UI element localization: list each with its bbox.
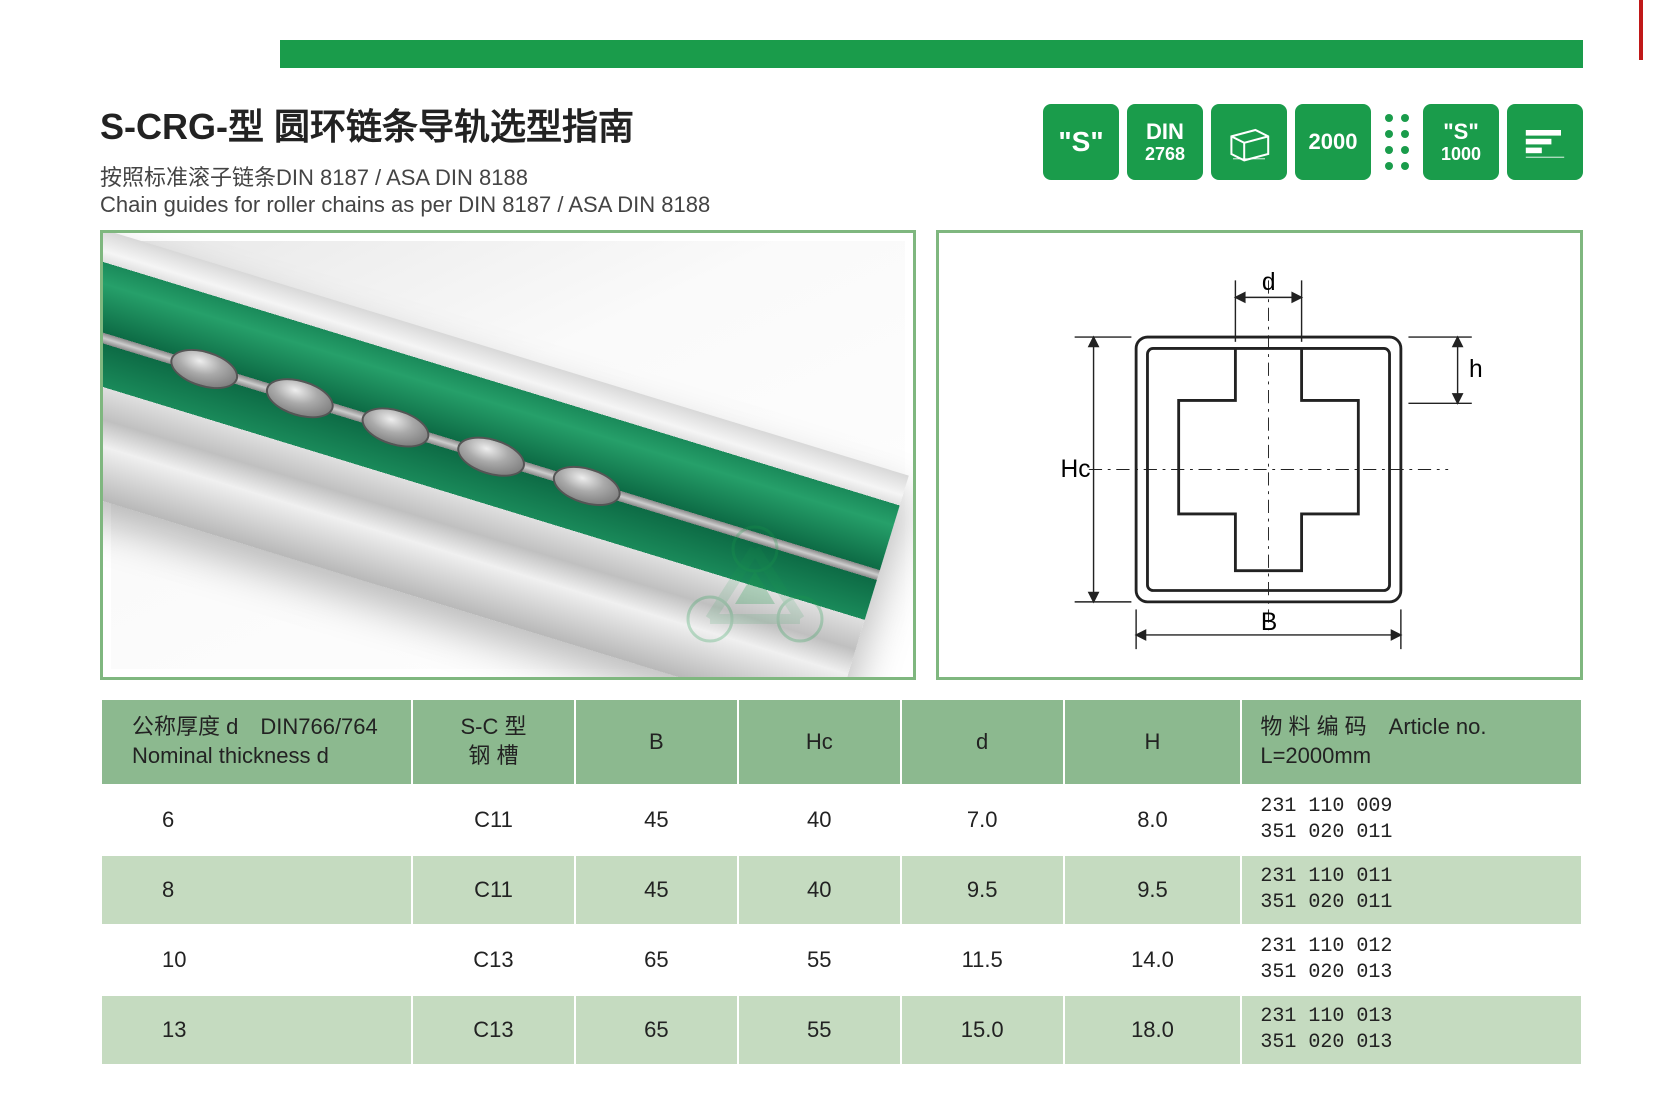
dim-b: B (1261, 609, 1277, 636)
table-row: 13C13655515.018.0231 110 013351 020 013 (101, 995, 1582, 1065)
badge-din: DIN2768 (1127, 104, 1203, 180)
title-block: S-CRG-型 圆环链条导轨选型指南 按照标准滚子链条DIN 8187 / AS… (100, 98, 1043, 218)
product-photo-box (100, 230, 916, 680)
badge-separator-dots (1385, 114, 1409, 170)
cell: 18.0 (1064, 995, 1242, 1065)
table-row: 8C1145409.59.5231 110 011351 020 011 (101, 855, 1582, 925)
cell: 40 (738, 855, 901, 925)
col-header-5: H (1064, 699, 1242, 785)
cell: C11 (412, 785, 575, 855)
cross-section-box: d h Hc B (936, 230, 1583, 680)
col-header-4: d (901, 699, 1064, 785)
cell: 65 (575, 995, 738, 1065)
col-header-1: S-C 型钢 槽 (412, 699, 575, 785)
side-marker (1639, 0, 1643, 60)
col-header-3: Hc (738, 699, 901, 785)
cell: 8 (101, 855, 412, 925)
dim-d: d (1262, 269, 1276, 296)
cell: 14.0 (1064, 925, 1242, 995)
table-row: 10C13655511.514.0231 110 012351 020 013 (101, 925, 1582, 995)
badge-s: "S" (1043, 104, 1119, 180)
figure-row: d h Hc B (100, 230, 1583, 680)
subtitle-cn: 按照标准滚子链条DIN 8187 / ASA DIN 8188 (100, 160, 1043, 192)
cell: 55 (738, 925, 901, 995)
cell: 231 110 011351 020 011 (1241, 855, 1582, 925)
cell: 231 110 009351 020 011 (1241, 785, 1582, 855)
cell: 45 (575, 785, 738, 855)
spec-table: 公称厚度 d DIN766/764Nominal thickness dS-C … (100, 698, 1583, 1066)
badge-strip: "S"DIN2768 2000 "S"1000 (1043, 98, 1583, 180)
cell: 6 (101, 785, 412, 855)
col-header-2: B (575, 699, 738, 785)
watermark (665, 514, 845, 659)
table-row: 6C1145407.08.0231 110 009351 020 011 (101, 785, 1582, 855)
cell: C11 (412, 855, 575, 925)
cross-section-diagram: d h Hc B (962, 252, 1556, 659)
cell: 65 (575, 925, 738, 995)
cell: 15.0 (901, 995, 1064, 1065)
dim-hc: Hc (1061, 456, 1091, 483)
badge-boxicon (1211, 104, 1287, 180)
header-row: S-CRG-型 圆环链条导轨选型指南 按照标准滚子链条DIN 8187 / AS… (100, 98, 1583, 218)
cell: 7.0 (901, 785, 1064, 855)
cell: 9.5 (901, 855, 1064, 925)
top-green-bar (100, 40, 1583, 68)
top-bar-fill (280, 40, 1583, 68)
subtitle-en: Chain guides for roller chains as per DI… (100, 192, 1043, 218)
cell: 40 (738, 785, 901, 855)
cell: 45 (575, 855, 738, 925)
cell: 231 110 012351 020 013 (1241, 925, 1582, 995)
cell: C13 (412, 995, 575, 1065)
cell: 9.5 (1064, 855, 1242, 925)
cell: 11.5 (901, 925, 1064, 995)
cell: 8.0 (1064, 785, 1242, 855)
page-title: S-CRG-型 圆环链条导轨选型指南 (100, 98, 1043, 150)
cell: C13 (412, 925, 575, 995)
product-photo (111, 241, 905, 669)
badge-barsicon (1507, 104, 1583, 180)
cell: 231 110 013351 020 013 (1241, 995, 1582, 1065)
badge-s: "S"1000 (1423, 104, 1499, 180)
badge-2000: 2000 (1295, 104, 1371, 180)
cell: 55 (738, 995, 901, 1065)
col-header-6: 物 料 编 码 Article no.L=2000mm (1241, 699, 1582, 785)
cell: 10 (101, 925, 412, 995)
col-header-0: 公称厚度 d DIN766/764Nominal thickness d (101, 699, 412, 785)
dim-h: h (1469, 356, 1483, 383)
cell: 13 (101, 995, 412, 1065)
